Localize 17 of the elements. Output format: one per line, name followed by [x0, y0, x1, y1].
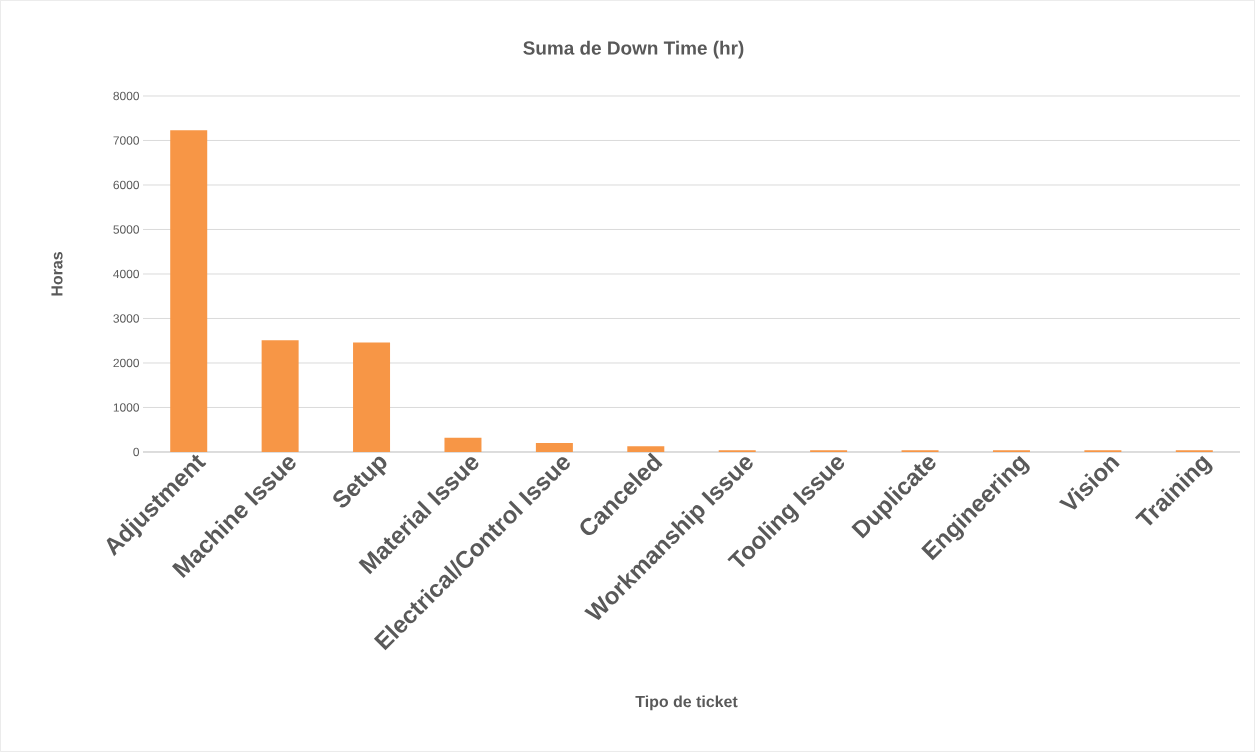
- bar: [444, 437, 482, 452]
- y-tick-label: 8000: [113, 91, 140, 101]
- x-axis-title: Tipo de ticket: [635, 695, 738, 711]
- y-tick-label: 3000: [113, 314, 140, 323]
- y-axis-title: Horas: [51, 252, 63, 296]
- bar: [261, 340, 299, 452]
- bar: [353, 342, 391, 452]
- y-tick-label: 7000: [113, 136, 140, 145]
- y-tick-label: 4000: [113, 269, 140, 279]
- bar: [627, 446, 665, 452]
- y-tick-label: 5000: [113, 225, 140, 234]
- y-tick-label: 2000: [113, 358, 140, 368]
- y-tick-label: 1000: [113, 403, 140, 412]
- bar: [535, 443, 573, 452]
- chart-title: Suma de Down Time (hr): [523, 40, 744, 59]
- y-tick-label: 6000: [113, 180, 140, 190]
- bar: [170, 130, 208, 452]
